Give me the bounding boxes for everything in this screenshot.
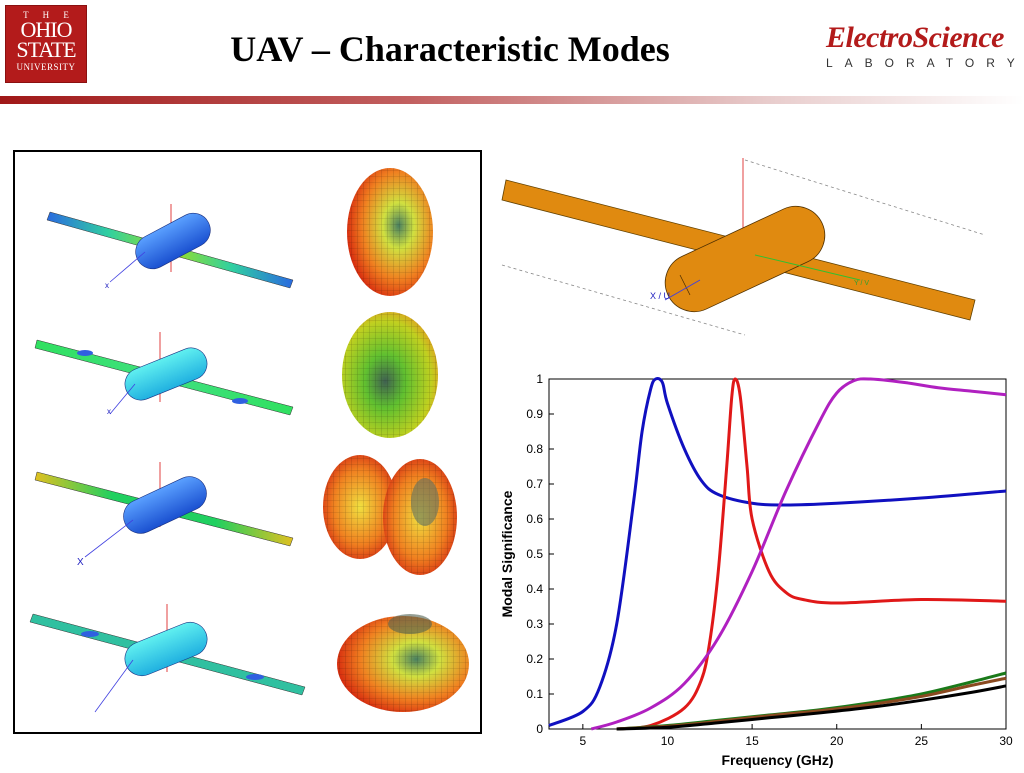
y-tick-label: 0.5 xyxy=(526,547,543,561)
header-divider xyxy=(0,96,1024,104)
chart-svg: 0 0.1 0.2 0.3 0.4 0.5 0.6 0.7 0.8 0.9 1 5 10 15 20 25 3… xyxy=(499,372,1013,768)
series-line-2 xyxy=(616,377,1007,731)
x-tick-label: 10 xyxy=(661,734,675,748)
mode-1-axis-label: x xyxy=(105,281,109,290)
esl-logo: ElectroScience LABORATORY xyxy=(826,22,1018,72)
mode-1-current: x xyxy=(46,204,294,290)
mode-3-axis-label: X xyxy=(77,557,84,568)
esl-logo-name: ElectroScience xyxy=(826,21,1004,54)
modes-panel-figure: x x X xyxy=(29,168,469,713)
series-line-4 xyxy=(616,671,1007,731)
plot-frame xyxy=(548,378,1007,730)
series-line-5 xyxy=(616,676,1007,731)
series-line-1 xyxy=(548,376,1007,727)
y-tick-label: 0.4 xyxy=(526,582,543,596)
series-line-3 xyxy=(590,377,1007,731)
osu-logo-the: T H E xyxy=(23,10,75,20)
mode-2-pattern xyxy=(342,312,438,438)
y-tick-label: 0.6 xyxy=(526,512,543,526)
x-tick-label: 15 xyxy=(745,734,759,748)
osu-logo: T H E OHIO STATE UNIVERSITY xyxy=(5,5,87,83)
osu-logo-state: STATE xyxy=(16,37,76,62)
y-tick-label: 0 xyxy=(536,722,543,736)
y-tick-label: 1 xyxy=(536,372,543,386)
mode-3-pattern xyxy=(323,455,457,575)
modes-panel: x x X xyxy=(13,150,482,734)
y-tick-label: 0.3 xyxy=(526,617,543,631)
x-tick-label: 20 xyxy=(830,734,844,748)
modal-significance-chart: 0 0.1 0.2 0.3 0.4 0.5 0.6 0.7 0.8 0.9 1 5 10 15 20 25 3… xyxy=(490,365,1020,768)
series-lines xyxy=(548,376,1007,731)
y-tick-label: 0.7 xyxy=(526,477,543,491)
x-ticks: 5 10 15 20 25 30 xyxy=(580,724,1013,748)
x-tick-label: 5 xyxy=(580,734,587,748)
osu-logo-university: UNIVERSITY xyxy=(16,62,76,72)
slide-title: UAV – Characteristic Modes xyxy=(230,29,670,69)
uav-geometry: X / U Y / V xyxy=(500,150,1015,340)
y-axis-label: Modal Significance xyxy=(499,490,515,617)
esl-logo-subtitle: LABORATORY xyxy=(826,56,1024,70)
series-line-6 xyxy=(616,684,1007,731)
y-tick-label: 0.8 xyxy=(526,442,543,456)
y-tick-label: 0.1 xyxy=(526,687,543,701)
x-tick-label: 30 xyxy=(999,734,1013,748)
uav-geometry-figure: X / U Y / V xyxy=(501,158,986,336)
mode-3-current: X xyxy=(34,462,294,568)
mode-4-current xyxy=(29,604,306,713)
mode-2-axis-label: x xyxy=(107,407,111,416)
y-ticks: 0 0.1 0.2 0.3 0.4 0.5 0.6 0.7 0.8 0.9 1 xyxy=(526,372,554,736)
mode-4-pattern xyxy=(337,614,469,712)
mode-1-pattern xyxy=(347,168,433,296)
x-axis-label: Frequency (GHz) xyxy=(721,752,833,768)
y-tick-label: 0.9 xyxy=(526,407,543,421)
x-tick-label: 25 xyxy=(915,734,929,748)
osu-logo-ohio: OHIO xyxy=(20,17,73,42)
mode-2-current: x xyxy=(34,332,294,416)
geometry-axis-y: Y / V xyxy=(854,280,869,287)
y-tick-label: 0.2 xyxy=(526,652,543,666)
geometry-axis-x: X / U xyxy=(650,291,670,301)
